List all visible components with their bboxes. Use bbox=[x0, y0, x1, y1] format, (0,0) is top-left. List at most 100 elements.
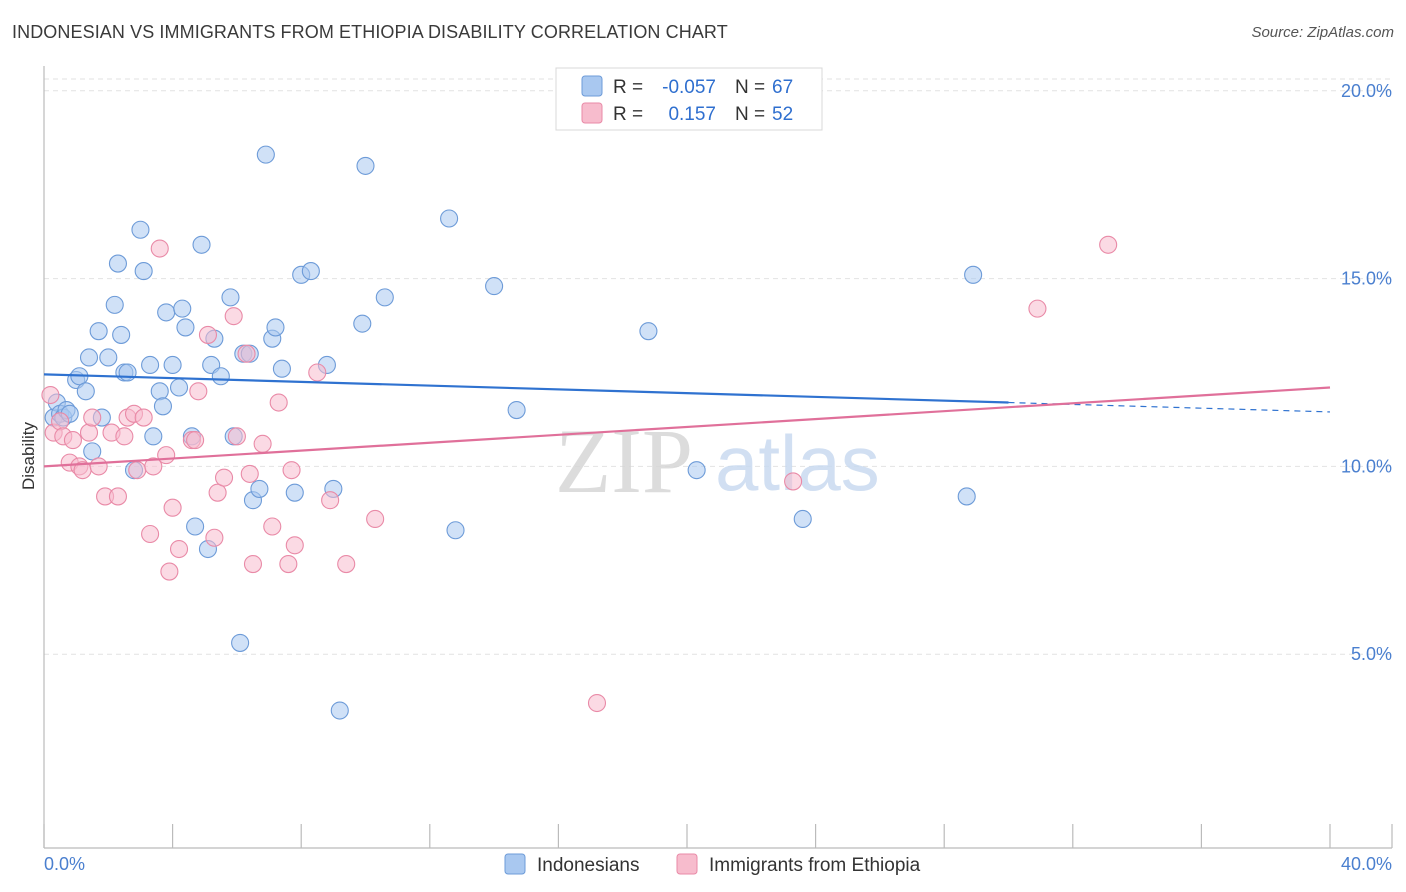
legend-n-ethiopia: 52 bbox=[772, 104, 793, 125]
ethiopia-point bbox=[134, 408, 153, 427]
indonesians-point bbox=[83, 442, 102, 461]
indonesians-point bbox=[250, 479, 269, 498]
indonesians-point bbox=[793, 509, 812, 529]
indonesians-point bbox=[192, 235, 211, 254]
ethiopia-point bbox=[205, 528, 224, 547]
ethiopia-point bbox=[282, 461, 301, 480]
ethiopia-point bbox=[285, 536, 304, 555]
indonesians-point bbox=[256, 145, 275, 164]
watermark-atlas: atlas bbox=[715, 419, 880, 507]
ethiopia-point bbox=[51, 412, 70, 431]
trend-lines bbox=[43, 373, 1331, 468]
indonesians-point bbox=[173, 299, 192, 318]
legend-n-label-2: N = bbox=[735, 104, 765, 125]
legend-n-label: N = bbox=[735, 77, 765, 98]
ethiopia-point bbox=[141, 524, 160, 544]
ethiopia-point bbox=[208, 483, 227, 502]
indonesians-point bbox=[112, 325, 131, 344]
series-legend: Indonesians Immigrants from Ethiopia bbox=[504, 853, 921, 876]
ethiopia-point bbox=[366, 509, 385, 529]
ethiopia-point bbox=[587, 693, 607, 713]
indonesians-point bbox=[89, 322, 108, 341]
indonesians-point bbox=[176, 318, 195, 337]
indonesians-point bbox=[153, 397, 173, 416]
y-tick-label: 5.0% bbox=[1351, 644, 1392, 664]
y-axis-title: Disability bbox=[19, 421, 38, 490]
indonesians-trend-line bbox=[43, 373, 1009, 404]
indonesians-point bbox=[221, 288, 240, 307]
indonesians-point bbox=[964, 265, 983, 284]
legend-r-label-2: R = bbox=[613, 104, 643, 125]
legend-r-label: R = bbox=[613, 77, 643, 98]
ethiopia-point bbox=[186, 431, 205, 450]
indonesians-point bbox=[157, 303, 176, 322]
indonesians-point bbox=[440, 209, 459, 228]
indonesians-point bbox=[301, 262, 320, 281]
indonesians-point bbox=[507, 400, 526, 420]
indonesians-point bbox=[76, 382, 95, 401]
ethiopia-points bbox=[41, 235, 1118, 713]
x-tick-max: 40.0% bbox=[1341, 854, 1392, 874]
bottom-swatch-ethiopia bbox=[676, 853, 698, 875]
ethiopia-point bbox=[784, 472, 803, 491]
indonesians-point bbox=[375, 288, 394, 307]
legend-swatch-indonesians bbox=[581, 75, 603, 97]
ethiopia-point bbox=[337, 554, 356, 574]
indonesians-point bbox=[231, 633, 250, 652]
ethiopia-point bbox=[227, 427, 246, 446]
ethiopia-point bbox=[41, 385, 60, 405]
ethiopia-point bbox=[263, 517, 282, 536]
ethiopia-point bbox=[237, 344, 256, 363]
bottom-legend-ethiopia: Immigrants from Ethiopia bbox=[709, 855, 921, 876]
ethiopia-point bbox=[224, 307, 243, 326]
ethiopia-point bbox=[128, 461, 147, 480]
ethiopia-point bbox=[321, 491, 340, 510]
ethiopia-point bbox=[1028, 299, 1047, 318]
ethiopia-point bbox=[115, 427, 134, 446]
legend-n-indonesians: 67 bbox=[772, 77, 793, 98]
indonesians-point bbox=[118, 363, 137, 382]
indonesians-point bbox=[150, 382, 169, 401]
legend-swatch-ethiopia bbox=[581, 102, 603, 124]
indonesians-point bbox=[169, 378, 189, 397]
axes bbox=[43, 66, 1393, 849]
indonesians-point bbox=[79, 348, 99, 367]
y-tick-label: 15.0% bbox=[1341, 269, 1392, 289]
ethiopia-point bbox=[150, 239, 169, 258]
indonesians-point bbox=[211, 367, 230, 386]
chart-title: INDONESIAN VS IMMIGRANTS FROM ETHIOPIA D… bbox=[12, 22, 728, 42]
ethiopia-point bbox=[144, 457, 163, 476]
legend-r-indonesians: -0.057 bbox=[662, 77, 716, 98]
indonesians-point bbox=[272, 359, 291, 378]
indonesians-point bbox=[186, 517, 205, 536]
ethiopia-point bbox=[198, 325, 218, 344]
ethiopia-point bbox=[253, 434, 272, 453]
ethiopia-point bbox=[240, 464, 259, 483]
ethiopia-trend-line bbox=[43, 386, 1331, 468]
ethiopia-point bbox=[157, 446, 176, 465]
ethiopia-point bbox=[308, 363, 327, 382]
indonesians-point bbox=[144, 427, 163, 446]
y-tick-label: 20.0% bbox=[1341, 81, 1392, 101]
y-tick-labels: 5.0% 10.0% 15.0% 20.0% bbox=[1341, 81, 1392, 664]
indonesians-point bbox=[141, 355, 160, 375]
ethiopia-point bbox=[189, 382, 208, 401]
indonesians-point bbox=[108, 254, 127, 273]
indonesians-point bbox=[105, 295, 124, 314]
indonesians-point bbox=[131, 220, 150, 239]
ethiopia-point bbox=[160, 562, 179, 581]
ethiopia-point bbox=[1099, 235, 1118, 254]
x-tick-min: 0.0% bbox=[44, 854, 85, 874]
bottom-swatch-indonesians bbox=[504, 853, 526, 875]
indonesians-point bbox=[687, 461, 706, 480]
ethiopia-point bbox=[214, 468, 234, 487]
ethiopia-point bbox=[169, 539, 189, 559]
ethiopia-point bbox=[279, 554, 298, 574]
source-label: Source: ZipAtlas.com bbox=[1251, 24, 1394, 41]
bottom-legend-indonesians: Indonesians bbox=[537, 855, 639, 876]
indonesians-point bbox=[99, 348, 118, 367]
ethiopia-point bbox=[243, 554, 263, 574]
correlation-legend: R = -0.057 N = 67 R = 0.157 N = 52 bbox=[555, 67, 823, 131]
indonesians-point bbox=[134, 262, 153, 281]
